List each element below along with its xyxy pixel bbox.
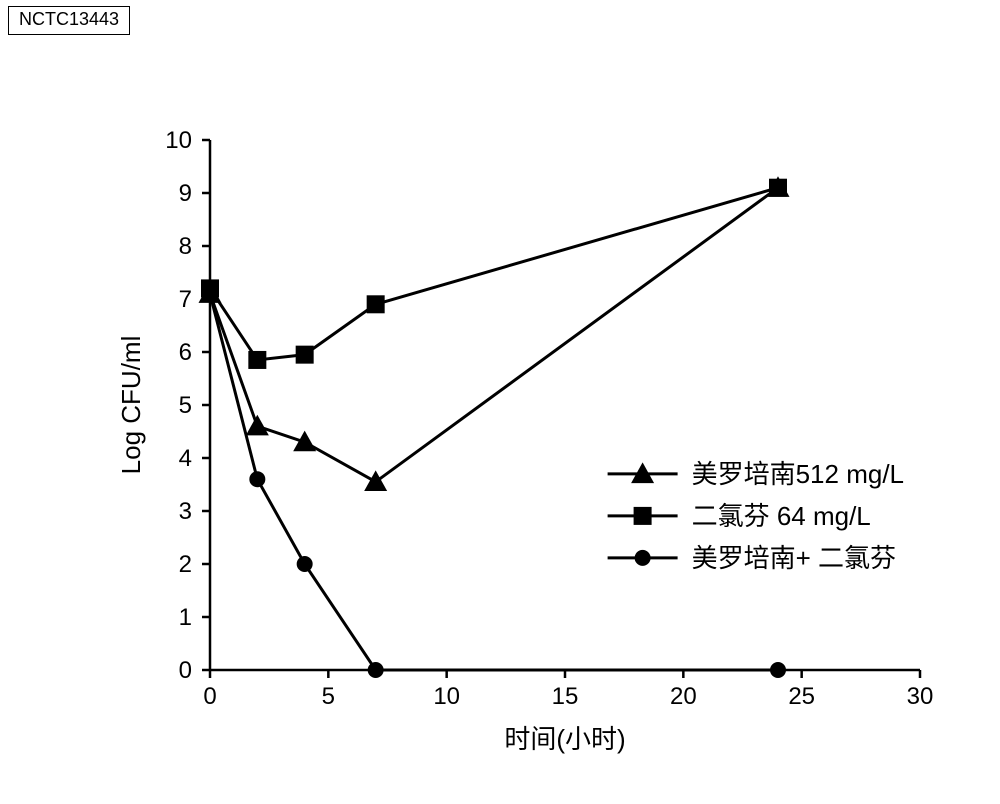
svg-text:5: 5 xyxy=(179,392,192,419)
svg-text:7: 7 xyxy=(179,286,192,313)
svg-text:4: 4 xyxy=(179,445,192,472)
svg-text:二氯芬 64 mg/L: 二氯芬 64 mg/L xyxy=(692,501,871,531)
svg-text:6: 6 xyxy=(179,339,192,366)
svg-text:9: 9 xyxy=(179,180,192,207)
svg-text:1: 1 xyxy=(179,604,192,631)
svg-text:美罗培南+ 二氯芬: 美罗培南+ 二氯芬 xyxy=(692,543,896,573)
svg-text:Log CFU/ml: Log CFU/ml xyxy=(116,336,146,475)
svg-text:0: 0 xyxy=(203,683,216,710)
svg-text:30: 30 xyxy=(907,683,934,710)
time-kill-chart: 0 5 10 15 20 25 30 0 1 2 3 4 5 6 7 8 9 10 时间(小时) Log CFU/ml… xyxy=(0,0,1000,804)
svg-text:3: 3 xyxy=(179,498,192,525)
svg-text:0: 0 xyxy=(179,657,192,684)
svg-text:2: 2 xyxy=(179,551,192,578)
svg-text:美罗培南512 mg/L: 美罗培南512 mg/L xyxy=(692,459,904,489)
svg-text:20: 20 xyxy=(670,683,697,710)
svg-text:25: 25 xyxy=(788,683,815,710)
svg-text:15: 15 xyxy=(552,683,579,710)
svg-text:10: 10 xyxy=(433,683,460,710)
svg-text:5: 5 xyxy=(322,683,335,710)
svg-text:10: 10 xyxy=(165,127,192,154)
svg-text:8: 8 xyxy=(179,233,192,260)
svg-text:时间(小时): 时间(小时) xyxy=(504,724,625,754)
